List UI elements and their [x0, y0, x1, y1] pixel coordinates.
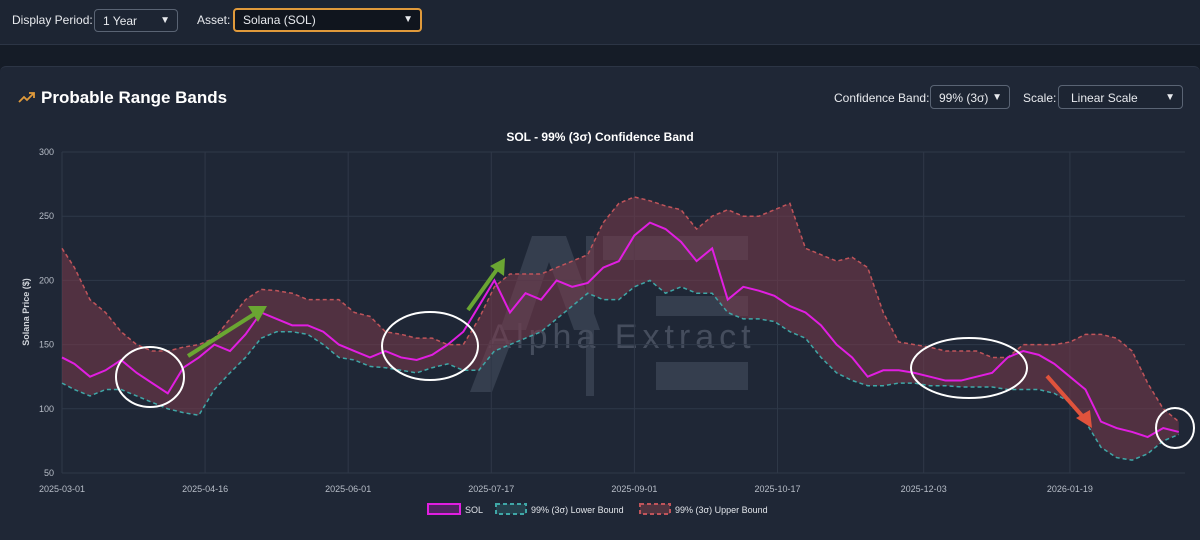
y-tick-label: 150	[39, 340, 54, 350]
highlight-circle	[381, 311, 479, 381]
x-tick-label: 2025-04-16	[182, 484, 228, 494]
y-axis-ticks: 50 100 150 200 250 300	[39, 147, 54, 478]
y-tick-label: 300	[39, 147, 54, 157]
y-tick-label: 250	[39, 211, 54, 221]
legend-swatch	[495, 503, 527, 515]
confidence-band-area	[62, 196, 1179, 461]
chevron-down-icon: ▼	[403, 14, 413, 25]
scale-value: Linear Scale	[1071, 91, 1138, 105]
arrow-head-icon	[490, 258, 505, 276]
scale-label: Scale:	[1023, 91, 1057, 105]
chevron-down-icon: ▼	[160, 15, 170, 26]
x-tick-label: 2025-12-03	[901, 484, 947, 494]
green-arrow	[186, 311, 258, 358]
display-period-label: Display Period:	[12, 13, 93, 27]
sol-price-line	[61, 221, 1180, 439]
display-period-value: 1 Year	[103, 14, 138, 28]
confidence-band-select[interactable]: 99% (3σ) ▼	[930, 85, 1010, 109]
asset-select[interactable]: Solana (SOL) ▼	[233, 8, 422, 32]
x-axis-ticks: 2025-03-01 2025-04-16 2025-06-01 2025-07-17…	[39, 484, 1093, 494]
x-tick-label: 2025-03-01	[39, 484, 85, 494]
upper-bound-line	[61, 196, 1180, 423]
arrow-head-icon	[1076, 410, 1092, 428]
y-tick-label: 200	[39, 275, 54, 285]
green-arrow	[466, 266, 500, 312]
top-controls-bar	[0, 0, 1200, 45]
confidence-band-label: Confidence Band:	[834, 91, 930, 105]
y-axis-label: Solana Price ($)	[21, 278, 31, 346]
y-tick-label: 50	[44, 468, 54, 478]
x-tick-label: 2025-06-01	[325, 484, 371, 494]
chevron-down-icon: ▼	[992, 92, 1002, 103]
arrow-head-icon	[248, 306, 267, 322]
red-arrow	[1045, 374, 1086, 420]
annotations	[115, 258, 1195, 449]
asset-value: Solana (SOL)	[243, 13, 316, 27]
confidence-band-value: 99% (3σ)	[939, 91, 989, 105]
scale-select[interactable]: Linear Scale ▼	[1058, 85, 1183, 109]
legend-swatch	[427, 503, 461, 515]
legend-label: 99% (3σ) Lower Bound	[531, 505, 624, 515]
asset-label: Asset:	[197, 13, 231, 27]
highlight-circle	[1155, 407, 1195, 449]
y-tick-label: 100	[39, 404, 54, 414]
legend-swatch	[639, 503, 671, 515]
x-tick-label: 2025-10-17	[754, 484, 800, 494]
x-tick-label: 2025-09-01	[611, 484, 657, 494]
lower-bound-line	[61, 279, 1180, 461]
legend-label: 99% (3σ) Upper Bound	[675, 505, 768, 515]
chart-legend: SOL 99% (3σ) Lower Bound 99% (3σ) Upper Bo…	[427, 503, 768, 515]
x-tick-label: 2025-07-17	[468, 484, 514, 494]
display-period-select[interactable]: 1 Year ▼	[94, 9, 178, 32]
x-tick-label: 2026-01-19	[1047, 484, 1093, 494]
highlight-circle	[115, 346, 185, 408]
range-bands-card	[0, 66, 1200, 540]
legend-label: SOL	[465, 505, 483, 515]
grid	[61, 151, 1185, 474]
chevron-down-icon: ▼	[1165, 92, 1175, 103]
chart-title: SOL - 99% (3σ) Confidence Band	[506, 130, 693, 144]
trending-up-icon	[18, 92, 35, 103]
card-title: Probable Range Bands	[41, 88, 228, 107]
highlight-circle	[910, 337, 1028, 399]
